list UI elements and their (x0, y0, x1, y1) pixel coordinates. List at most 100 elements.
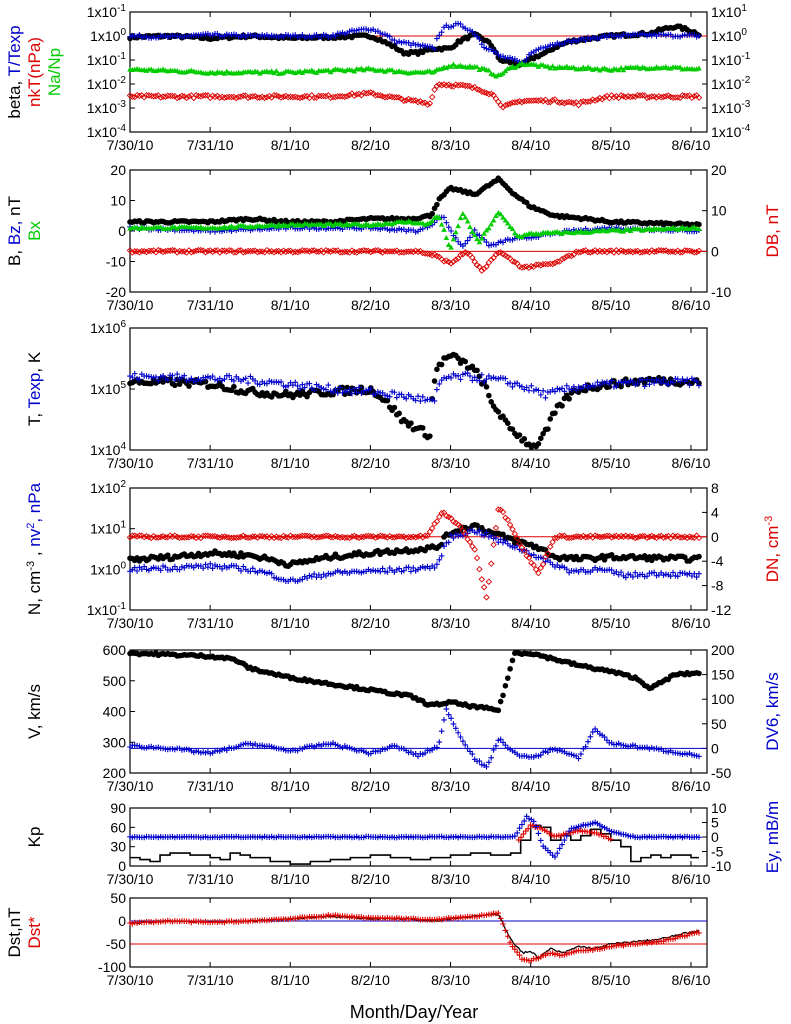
data-point (296, 94, 304, 102)
x-tick-label: 8/1/10 (271, 778, 310, 794)
data-point (266, 534, 273, 541)
x-tick-label: 8/3/10 (431, 455, 470, 471)
data-point (240, 92, 247, 99)
data-point (417, 398, 424, 404)
data-point (436, 739, 443, 745)
data-point (219, 225, 225, 231)
data-point (289, 249, 297, 256)
data-point (297, 392, 303, 398)
data-point (497, 736, 504, 743)
data-point (414, 98, 422, 106)
data-point (157, 533, 164, 541)
data-point (474, 64, 480, 70)
data-point (292, 379, 299, 386)
data-point (351, 68, 358, 74)
data-point (526, 387, 532, 394)
x-tick-label: 7/31/10 (187, 455, 234, 471)
data-point (665, 248, 672, 255)
y-right-tick-label: -10 (711, 284, 731, 300)
data-point (218, 247, 226, 254)
x-tick-label: 7/30/10 (107, 137, 154, 153)
data-point (313, 94, 320, 101)
y-right-tick-label: 50 (711, 716, 727, 732)
data-point (289, 93, 297, 101)
y-tick-label: 50 (110, 890, 126, 906)
data-point (691, 570, 698, 577)
data-point (500, 214, 506, 220)
y-right-tick-label: -5 (711, 844, 724, 860)
data-point (280, 93, 287, 101)
x-tick-label: 7/31/10 (187, 297, 234, 313)
data-point (525, 825, 531, 832)
x-tick-label: 7/31/10 (187, 137, 234, 153)
data-point (530, 551, 537, 558)
data-point (169, 533, 176, 541)
data-point (478, 576, 486, 583)
data-point (528, 97, 535, 104)
y-tick-label: 1x100 (90, 27, 126, 44)
data-point (554, 258, 561, 265)
data-point (497, 536, 504, 543)
series-black (127, 521, 702, 570)
data-point (400, 97, 408, 105)
data-point (462, 214, 469, 220)
data-point (547, 98, 554, 106)
data-point (426, 100, 434, 107)
y-right-tick-label: -12 (711, 602, 731, 618)
x-tick-label: 8/5/10 (591, 778, 630, 794)
x-tick-label: 8/3/10 (431, 137, 470, 153)
data-point (500, 692, 506, 699)
series-red (515, 822, 614, 843)
data-point (195, 92, 202, 100)
data-point (402, 248, 410, 256)
data-point (164, 92, 172, 100)
data-point (419, 394, 426, 400)
data-point (388, 93, 396, 101)
data-point (454, 255, 462, 262)
data-point (691, 534, 698, 541)
data-point (696, 553, 702, 560)
y-axis-label-2: nkT(nPa) (25, 37, 44, 107)
data-point (518, 98, 526, 106)
data-point (497, 71, 504, 77)
data-point (577, 533, 585, 541)
data-point (643, 94, 651, 102)
data-point (561, 254, 568, 262)
data-point (386, 33, 393, 40)
data-point (453, 725, 459, 732)
data-point (294, 248, 301, 256)
y-right-tick-label: 1x100 (711, 27, 747, 44)
data-point (535, 830, 542, 837)
data-point (466, 538, 474, 546)
x-tick-label: 8/2/10 (351, 137, 390, 153)
y-tick-label: 500 (103, 673, 127, 689)
data-point (230, 534, 238, 541)
data-point (384, 397, 391, 404)
data-point (572, 533, 580, 540)
data-point (443, 706, 450, 712)
data-point (469, 377, 476, 384)
data-point (225, 247, 233, 254)
data-point (240, 563, 247, 570)
data-point (606, 380, 613, 387)
data-point (166, 92, 174, 100)
data-point (696, 226, 702, 232)
data-point (646, 381, 653, 388)
data-point (521, 547, 528, 555)
x-tick-label: 8/4/10 (511, 615, 550, 631)
data-point (648, 226, 655, 232)
data-point (507, 380, 513, 386)
data-point (641, 248, 648, 255)
data-point (447, 82, 455, 90)
x-tick-label: 7/31/10 (187, 778, 234, 794)
data-point (620, 533, 627, 541)
data-point (153, 374, 159, 380)
y-right-tick-label: 10 (711, 203, 727, 219)
panel-kp: 7/30/10 7/31/10 8/1/10 8/2/10 8/3/10 8/4/10 8/… (25, 800, 782, 887)
data-point (441, 226, 447, 232)
data-point (219, 566, 225, 572)
data-point (410, 97, 417, 104)
data-point (445, 224, 452, 231)
data-point (512, 833, 518, 840)
data-point (391, 37, 398, 43)
